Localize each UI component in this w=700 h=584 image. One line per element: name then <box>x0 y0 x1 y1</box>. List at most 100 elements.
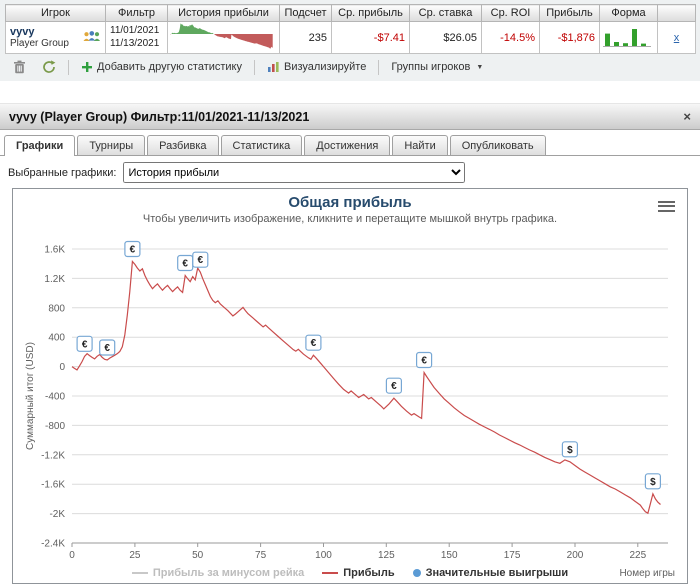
column-header-0[interactable]: Игрок <box>5 4 106 22</box>
refresh-button[interactable] <box>36 57 62 77</box>
svg-text:125: 125 <box>378 550 395 561</box>
chart-selector-row: Выбранные графики: История прибыли <box>0 156 700 188</box>
column-header-8[interactable]: Форма <box>599 4 658 22</box>
stats-table: Игрок Фильтр История прибыли Подсчет Ср. при… <box>5 4 696 54</box>
svg-text:-2.4K: -2.4K <box>41 539 65 550</box>
toolbar-separator <box>68 59 69 75</box>
column-header-5[interactable]: Ср. ставка <box>409 4 482 22</box>
tab-3[interactable]: Статистика <box>220 135 303 155</box>
svg-text:800: 800 <box>48 303 65 314</box>
svg-text:€: € <box>391 381 397 392</box>
legend-item-0[interactable]: Прибыль за минусом рейка <box>131 567 304 579</box>
svg-text:-1.2K: -1.2K <box>41 450 65 461</box>
svg-text:50: 50 <box>192 550 204 561</box>
svg-text:Суммарный итог (USD): Суммарный итог (USD) <box>25 342 36 450</box>
avg-stake-value: $26.05 <box>409 21 482 54</box>
column-header-6[interactable]: Ср. ROI <box>481 4 540 22</box>
chart-selector-label: Выбранные графики: <box>8 166 117 179</box>
svg-text:225: 225 <box>629 550 646 561</box>
toolbar-separator <box>254 59 255 75</box>
toolbar: Добавить другую статистику Визуализируйт… <box>5 54 695 78</box>
legend-line-swatch <box>322 572 339 575</box>
svg-text:0: 0 <box>69 550 75 561</box>
stats-header-row: Игрок Фильтр История прибыли Подсчет Ср. при… <box>5 4 696 22</box>
profit-value: -$1,876 <box>557 31 595 44</box>
svg-text:€: € <box>421 356 427 367</box>
trash-icon <box>14 60 25 74</box>
chart-menu-button[interactable] <box>658 198 675 214</box>
window-titlebar: vyvy (Player Group) Фильтр:11/01/2021-11… <box>0 103 700 130</box>
svg-text:25: 25 <box>129 550 141 561</box>
svg-text:1.6K: 1.6K <box>44 245 65 256</box>
svg-text:75: 75 <box>255 550 267 561</box>
avg-roi-value: -14.5% <box>500 31 535 44</box>
player-group-icon <box>83 31 100 41</box>
count-cell: 235 <box>279 21 332 54</box>
svg-text:€: € <box>104 343 110 354</box>
avg-profit-value: -$7.41 <box>373 31 405 44</box>
player-group-label: Player Group <box>10 38 69 49</box>
player-name[interactable]: vyvy <box>10 26 35 38</box>
column-header-2[interactable]: История прибыли <box>167 4 280 22</box>
add-icon <box>82 62 92 72</box>
svg-text:€: € <box>182 259 188 270</box>
profit-chart[interactable]: 1.6K 1.2K 800 400 0 -400 -800 -1.2K -1.6K -2K -2.4… <box>22 227 678 567</box>
stats-row: vyvy Player Group 11/01/2021 11/13/2021 <box>5 21 696 54</box>
chart-subtitle: Чтобы увеличить изображение, кликните и … <box>142 213 558 225</box>
svg-text:-2K: -2K <box>49 509 65 520</box>
tab-0[interactable]: Графики <box>4 135 76 156</box>
tab-strip: Графики Турниры Разбивка Статистика Достижен… <box>0 130 700 156</box>
player-groups-dropdown[interactable]: Группы игроков ▼ <box>385 58 489 76</box>
column-header-4[interactable]: Ср. прибыль <box>331 4 410 22</box>
tab-4[interactable]: Достижения <box>304 135 391 155</box>
remove-row-link[interactable]: x <box>673 31 680 44</box>
tab-2[interactable]: Разбивка <box>147 135 219 155</box>
refresh-icon <box>43 60 56 73</box>
stats-section: Игрок Фильтр История прибыли Подсчет Ср. при… <box>0 0 700 81</box>
column-header-7[interactable]: Прибыль <box>539 4 600 22</box>
tab-6[interactable]: Опубликовать <box>449 135 546 155</box>
add-stat-button[interactable]: Добавить другую статистику <box>75 58 248 76</box>
svg-text:-1.6K: -1.6K <box>41 480 65 491</box>
toolbar-separator <box>378 59 380 75</box>
window-title: vyvy (Player Group) Фильтр:11/01/2021-11… <box>9 109 310 124</box>
column-header-3[interactable]: Подсчет <box>279 4 332 22</box>
svg-text:100: 100 <box>315 550 332 561</box>
chart-icon <box>268 62 279 72</box>
svg-text:175: 175 <box>504 550 521 561</box>
chart-legend: Прибыль за минусом рейка Прибыль Значитель… <box>123 567 577 579</box>
svg-text:-400: -400 <box>45 392 65 403</box>
visualize-button[interactable]: Визуализируйте <box>261 58 372 76</box>
svg-text:€: € <box>130 245 136 256</box>
svg-text:$: $ <box>650 477 656 488</box>
chart-panel: Общая прибыль Чтобы увеличить изображени… <box>12 188 688 584</box>
close-icon[interactable]: × <box>683 109 691 124</box>
svg-text:€: € <box>198 255 204 266</box>
filter-dates-cell: 11/01/2021 11/13/2021 <box>105 21 168 54</box>
chart-selector[interactable]: История прибыли <box>123 162 466 183</box>
svg-text:€: € <box>311 338 317 349</box>
chart-footer: Прибыль за минусом рейка Прибыль Значитель… <box>13 567 687 583</box>
svg-text:$: $ <box>567 445 573 456</box>
svg-text:400: 400 <box>48 333 65 344</box>
svg-text:0: 0 <box>59 362 65 373</box>
chart-title: Общая прибыль <box>288 194 412 211</box>
tab-5[interactable]: Найти <box>392 135 448 155</box>
svg-text:200: 200 <box>567 550 584 561</box>
legend-item-1[interactable]: Прибыль <box>322 567 395 579</box>
x-axis-label: Номер игры <box>619 568 675 579</box>
legend-item-2[interactable]: Значительные выигрыши <box>412 567 568 579</box>
svg-text:-800: -800 <box>45 421 65 432</box>
form-bars-chart <box>603 29 651 47</box>
column-header-1[interactable]: Фильтр <box>105 4 168 22</box>
profit-history-sparkline <box>170 23 273 49</box>
tab-1[interactable]: Турниры <box>77 135 146 155</box>
svg-text:€: € <box>82 339 88 350</box>
column-header-9[interactable] <box>657 4 696 22</box>
chevron-down-icon: ▼ <box>476 63 484 71</box>
legend-dot-swatch <box>412 569 421 578</box>
svg-text:1.2K: 1.2K <box>44 274 65 285</box>
svg-text:150: 150 <box>441 550 458 561</box>
delete-button[interactable] <box>7 57 32 77</box>
legend-line-swatch <box>131 572 148 575</box>
